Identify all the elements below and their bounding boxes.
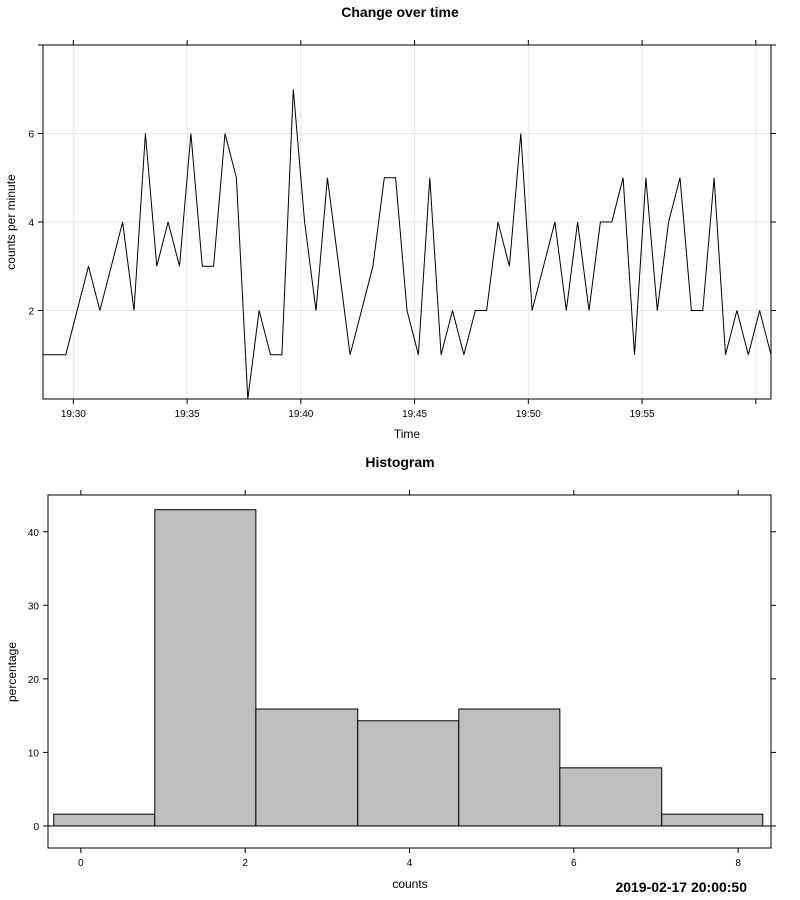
line-chart-y-axis-label: counts per minute (4, 174, 18, 270)
histogram-bar (255, 708, 359, 827)
histogram-bar (357, 720, 460, 827)
line-chart-ticks (38, 40, 776, 404)
x-tick-label: 19:50 (516, 409, 541, 420)
x-tick-label: 6 (571, 858, 577, 869)
histogram-bar (154, 509, 257, 827)
line-chart-x-axis-label: Time (394, 427, 421, 441)
histogram-title: Histogram (365, 454, 434, 470)
x-tick-label: 19:55 (630, 409, 655, 420)
y-tick-label: 40 (28, 528, 40, 539)
y-tick-label: 10 (28, 748, 40, 759)
x-tick-label: 0 (78, 858, 84, 869)
line-series (42, 89, 772, 400)
histogram-x-tick-labels: 0 2 4 6 8 (78, 858, 741, 869)
histogram-x-axis-label: counts (392, 877, 427, 891)
y-tick-label: 0 (33, 822, 39, 833)
line-chart-x-tick-labels: 19:30 19:35 19:40 19:45 19:50 19:55 (61, 409, 655, 420)
line-chart-grid (43, 45, 771, 399)
x-tick-label: 19:45 (402, 409, 427, 420)
x-tick-label: 4 (407, 858, 413, 869)
y-tick-label: 2 (28, 307, 34, 318)
histogram-ticks (43, 490, 776, 853)
histogram-bars (48, 509, 771, 827)
line-chart-y-tick-labels: 2 4 6 (28, 130, 34, 318)
histogram-y-axis-label: percentage (5, 642, 19, 702)
histogram-bar (458, 708, 561, 827)
timestamp-label: 2019-02-17 20:00:50 (615, 879, 747, 895)
histogram-bar (661, 813, 764, 827)
histogram-bar (53, 813, 156, 827)
y-tick-label: 6 (28, 130, 34, 141)
y-tick-label: 4 (28, 218, 34, 229)
y-tick-label: 30 (28, 601, 40, 612)
x-tick-label: 8 (735, 858, 741, 869)
x-tick-label: 19:40 (288, 409, 313, 420)
histogram-y-tick-labels: 0 10 20 30 40 (28, 528, 40, 833)
y-tick-label: 20 (28, 675, 40, 686)
x-tick-label: 19:35 (175, 409, 200, 420)
line-chart-title: Change over time (341, 4, 459, 20)
x-tick-label: 19:30 (61, 409, 86, 420)
histogram-bar (559, 767, 663, 827)
x-tick-label: 2 (242, 858, 248, 869)
